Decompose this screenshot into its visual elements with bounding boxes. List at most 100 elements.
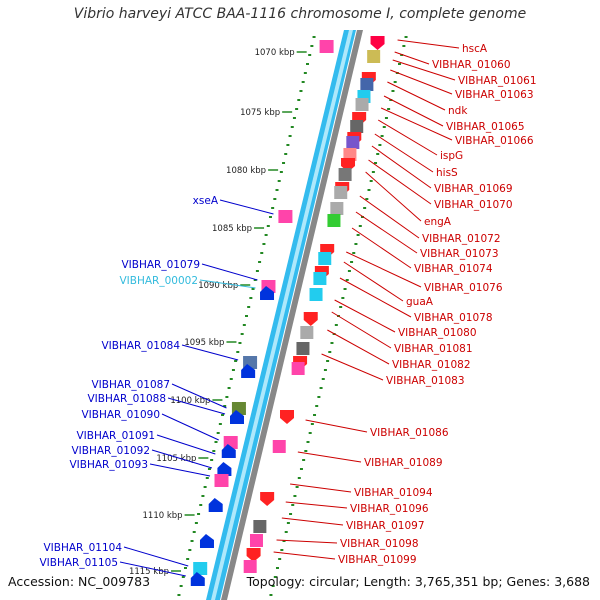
leader-line [305,419,368,433]
tick-dot [286,522,290,524]
gene-arrow [199,534,214,548]
tick-dot [304,450,308,452]
tick-dot [326,360,330,362]
leader-line [276,539,338,544]
tick-dot [404,36,408,38]
leader-line [331,311,392,349]
leader-line [297,451,362,463]
tick-dot [371,171,375,173]
tick-dot [286,144,290,146]
tick-dot [290,126,294,128]
tick-dot [260,252,264,254]
gene-arrow [208,498,223,512]
tick-dot [177,594,181,596]
gene-arrow [230,410,244,424]
tick-dot [380,135,384,137]
tick-dot [393,81,397,83]
gene-label-right: VIBHAR_01061 [458,75,537,87]
gene-label-right: VIBHAR_01073 [420,248,499,260]
tick-dot [400,54,404,56]
gene-features [190,36,385,586]
leader-line [219,199,274,215]
tick-dot [216,432,220,434]
gene-label-left: VIBHAR_00002 [119,275,198,287]
gene-label-right: engA [424,216,452,228]
tick-dot [317,396,321,398]
kbp-label: 1075 kbp [240,108,280,118]
gene-arrow [217,462,232,476]
gene-block [355,98,369,111]
gene-label-right: VIBHAR_01069 [434,183,513,195]
gene-label-left: VIBHAR_01093 [69,459,148,471]
kbp-label: 1080 kbp [226,166,266,176]
kbp-label: 1115 kbp [129,567,169,577]
tick-dot [284,531,288,533]
leader-line [368,159,432,205]
tick-dot [280,549,284,551]
left-leader-lines [119,199,274,577]
gene-label-right: VIBHAR_01082 [392,359,471,371]
tick-dot [315,405,319,407]
tick-dot [240,333,244,335]
tick-dot [289,513,293,515]
leader-line [281,517,344,526]
gene-block [193,562,208,575]
gene-block [313,272,327,285]
gene-arrow [280,410,294,424]
leader-line [149,463,211,477]
tick-dot [297,99,301,101]
leader-line [371,145,432,189]
tick-dot [330,342,334,344]
gene-label-left: VIBHAR_01079 [121,259,200,271]
tick-dot [310,423,314,425]
gene-block [367,50,381,63]
tick-dot [295,486,299,488]
leader-line [327,329,390,365]
tick-dot [302,459,306,461]
leader-line [387,81,446,111]
gene-arrow [190,572,205,586]
tick-dot [210,459,214,461]
leader-line [156,434,216,455]
gene-block [318,252,332,265]
tick-dot [292,117,296,119]
tick-dot [306,441,310,443]
tick-dot [284,153,288,155]
gene-label-right: VIBHAR_01074 [414,263,493,275]
leader-line [171,383,227,409]
leader-line [119,561,186,577]
gene-block [309,288,323,301]
gene-block [249,534,263,547]
leader-line [351,227,412,269]
gene-block [330,202,344,215]
gene-label-right: VIBHAR_01070 [434,199,513,211]
gene-label-left: VIBHAR_01105 [39,557,118,569]
leader-line [151,449,213,469]
gene-label-right: VIBHAR_01072 [422,233,501,245]
tick-dot [282,540,286,542]
kbp-label: 1090 kbp [198,281,238,291]
tick-dot [310,45,314,47]
leader-line [383,95,444,127]
gene-label-right: VIBHAR_01060 [432,59,511,71]
tick-dot [245,315,248,317]
tick-marks-left [177,36,316,596]
tick-dot [275,189,279,191]
leader-line [390,69,453,95]
leader-line [334,299,396,333]
forward-track-highlight [211,30,353,600]
gene-label-right: VIBHAR_01078 [414,312,493,324]
tick-dot [273,198,277,200]
gene-block [343,148,357,161]
tick-dot [367,189,371,191]
tick-dot [236,351,240,353]
kbp-label: 1095 kbp [184,338,224,348]
gene-arrow [303,312,318,326]
gene-label-right: VIBHAR_01066 [455,135,534,147]
topology-text: Topology: circular; Length: 3,765,351 bp… [246,574,590,589]
gene-label-right: VIBHAR_01089 [364,457,443,469]
tick-dot [343,288,347,290]
tick-dot [242,324,246,326]
tick-dot [299,468,303,470]
leader-line [374,133,434,173]
